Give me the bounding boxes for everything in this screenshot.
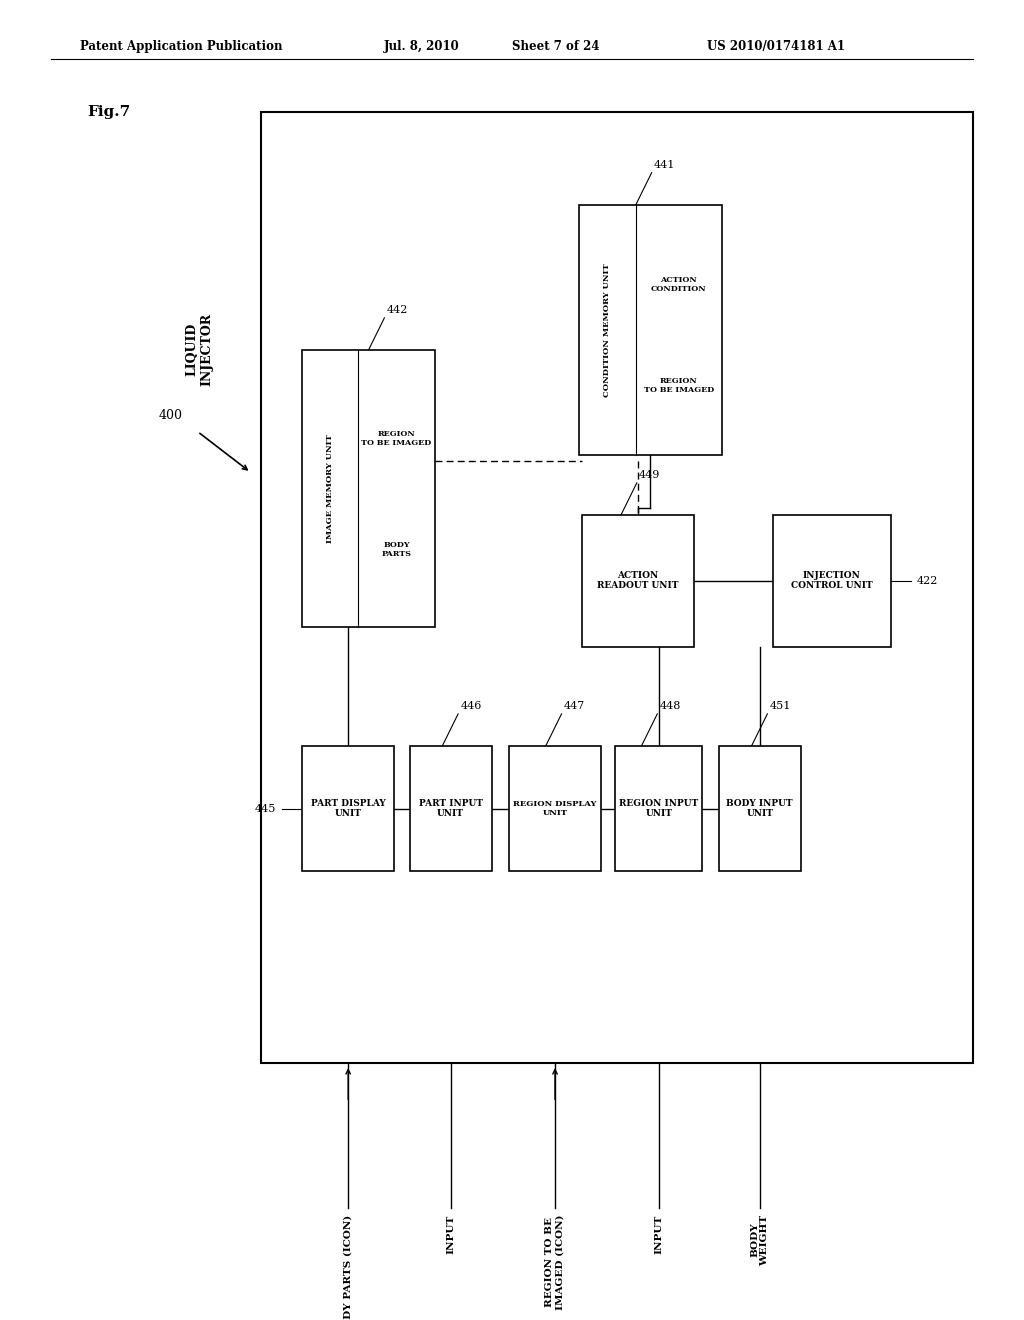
Text: Fig.7: Fig.7	[87, 106, 130, 119]
Text: LIQUID
INJECTOR: LIQUID INJECTOR	[185, 313, 214, 387]
Text: 448: 448	[659, 701, 681, 711]
Text: REGION INPUT
UNIT: REGION INPUT UNIT	[620, 799, 698, 818]
Text: 449: 449	[639, 470, 660, 480]
Text: PART INPUT
UNIT: PART INPUT UNIT	[419, 799, 482, 818]
Text: 400: 400	[159, 409, 182, 422]
Text: 446: 446	[461, 701, 481, 711]
Text: ACTION
CONDITION: ACTION CONDITION	[651, 276, 707, 293]
Text: 442: 442	[387, 305, 408, 315]
Text: 447: 447	[564, 701, 585, 711]
Text: IMAGE MEMORY UNIT: IMAGE MEMORY UNIT	[326, 434, 334, 543]
Text: INJECTION
CONTROL UNIT: INJECTION CONTROL UNIT	[792, 572, 872, 590]
Text: REGION
TO BE IMAGED: REGION TO BE IMAGED	[361, 430, 432, 447]
Bar	[410, 746, 492, 871]
Text: Patent Application Publication: Patent Application Publication	[80, 41, 283, 53]
Text: ACTION
READOUT UNIT: ACTION READOUT UNIT	[597, 572, 679, 590]
Bar	[509, 746, 601, 871]
Text: Sheet 7 of 24: Sheet 7 of 24	[512, 41, 599, 53]
Text: BODY INPUT
UNIT: BODY INPUT UNIT	[726, 799, 794, 818]
Text: BODY
PARTS: BODY PARTS	[382, 541, 412, 558]
Text: CONDITION MEMORY UNIT: CONDITION MEMORY UNIT	[603, 263, 611, 397]
Text: BODY
WEIGHT: BODY WEIGHT	[751, 1214, 769, 1266]
Bar	[261, 112, 973, 1063]
Text: BODY PARTS (ICON): BODY PARTS (ICON)	[344, 1214, 352, 1320]
Text: REGION DISPLAY
UNIT: REGION DISPLAY UNIT	[513, 800, 597, 817]
Bar	[579, 205, 722, 455]
Text: REGION TO BE
IMAGED (ICON): REGION TO BE IMAGED (ICON)	[546, 1214, 564, 1309]
Text: PART DISPLAY
UNIT: PART DISPLAY UNIT	[311, 799, 385, 818]
Text: US 2010/0174181 A1: US 2010/0174181 A1	[707, 41, 845, 53]
Bar	[615, 746, 702, 871]
Bar	[302, 746, 394, 871]
Text: INPUT: INPUT	[446, 1214, 455, 1254]
Bar	[719, 746, 801, 871]
Text: 445: 445	[255, 804, 276, 813]
Bar	[302, 350, 435, 627]
Text: REGION
TO BE IMAGED: REGION TO BE IMAGED	[644, 376, 714, 393]
Bar	[773, 515, 891, 647]
Text: Jul. 8, 2010: Jul. 8, 2010	[384, 41, 460, 53]
Text: INPUT: INPUT	[654, 1214, 664, 1254]
Text: 451: 451	[770, 701, 791, 711]
Bar	[582, 515, 694, 647]
Text: 422: 422	[916, 576, 938, 586]
Text: 441: 441	[654, 160, 675, 170]
